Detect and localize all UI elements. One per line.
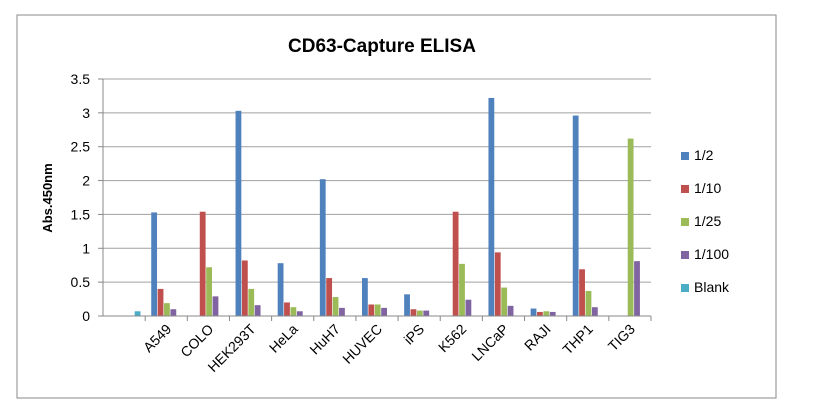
- bar-Blank-blank: [134, 311, 141, 316]
- bar-1-25-COLO: [206, 267, 212, 316]
- legend-label: 1/100: [694, 246, 729, 262]
- y-tick-label: 1.5: [71, 206, 91, 222]
- y-tick-label: 3: [82, 105, 90, 121]
- legend-label: 1/25: [694, 213, 721, 229]
- y-tick-label: 0.5: [71, 274, 91, 290]
- bar-1-100-HEK293T: [254, 305, 261, 316]
- bar-1-10-iPS: [410, 309, 417, 316]
- y-tick-label: 3.5: [71, 71, 91, 87]
- bar-1-25-TIG3: [627, 138, 634, 316]
- bar-1-25-RAJI: [543, 311, 550, 316]
- bar-1-25-HuH7: [332, 297, 339, 316]
- bar-1-10-LNCaP: [494, 252, 501, 316]
- legend-label: 1/2: [694, 147, 714, 163]
- legend-swatch: [681, 152, 689, 160]
- y-tick-label: 0: [82, 308, 90, 324]
- chart-border: [16, 14, 777, 399]
- y-tick-label: 2.5: [71, 139, 91, 155]
- bar-1-2-A549: [151, 212, 158, 316]
- legend-swatch: [681, 218, 689, 226]
- y-tick-label: 1: [82, 240, 90, 256]
- bar-1-2-LNCaP: [488, 97, 495, 317]
- bar-1-10-HeLa: [284, 302, 290, 316]
- bar-1-10-COLO: [199, 211, 206, 316]
- bar-1-2-HeLa: [277, 263, 284, 316]
- bar-1-100-COLO: [212, 296, 219, 316]
- bar-1-10-HuH7: [326, 278, 333, 316]
- y-axis-label: Abs.450nm: [40, 163, 55, 232]
- bar-1-2-THP1: [572, 115, 579, 317]
- bar-1-2-HEK293T: [235, 110, 242, 316]
- bar-1-100-RAJI: [549, 311, 556, 316]
- bar-1-100-TIG3: [634, 261, 640, 316]
- bar-1-100-K562: [465, 299, 472, 316]
- bar-1-25-K562: [459, 263, 465, 316]
- bar-1-25-HeLa: [290, 307, 297, 316]
- bar-1-2-iPS: [404, 294, 410, 316]
- bar-1-25-LNCaP: [501, 287, 508, 316]
- chart-title: CD63-Capture ELISA: [288, 36, 476, 57]
- legend-label: 1/10: [694, 180, 721, 196]
- bar-1-2-RAJI: [530, 308, 537, 316]
- bar-1-25-HEK293T: [248, 288, 255, 316]
- bar-1-100-iPS: [423, 310, 430, 316]
- bar-1-25-A549: [164, 303, 170, 316]
- bar-1-2-HUVEC: [362, 278, 368, 316]
- bar-1-10-HUVEC: [368, 304, 375, 316]
- bar-1-100-LNCaP: [507, 305, 514, 316]
- legend-swatch: [681, 284, 689, 292]
- bar-1-25-iPS: [416, 310, 423, 316]
- bar-1-25-THP1: [585, 290, 592, 316]
- legend-swatch: [681, 251, 689, 259]
- bar-1-10-RAJI: [537, 311, 543, 316]
- bar-1-10-HEK293T: [241, 260, 248, 316]
- y-tick-label: 2: [82, 173, 90, 189]
- bar-1-100-THP1: [591, 307, 598, 316]
- bar-1-100-HeLa: [296, 311, 303, 316]
- bar-1-100-HuH7: [339, 307, 345, 316]
- legend-label: Blank: [694, 279, 730, 295]
- bar-1-10-THP1: [579, 269, 585, 316]
- bar-1-100-HUVEC: [381, 307, 387, 316]
- bar-1-2-HuH7: [319, 179, 326, 316]
- bar-1-10-K562: [452, 211, 459, 316]
- bar-1-10-A549: [157, 288, 164, 316]
- bar-1-25-HUVEC: [374, 304, 381, 316]
- bar-1-100-A549: [170, 309, 177, 316]
- legend-swatch: [681, 185, 689, 193]
